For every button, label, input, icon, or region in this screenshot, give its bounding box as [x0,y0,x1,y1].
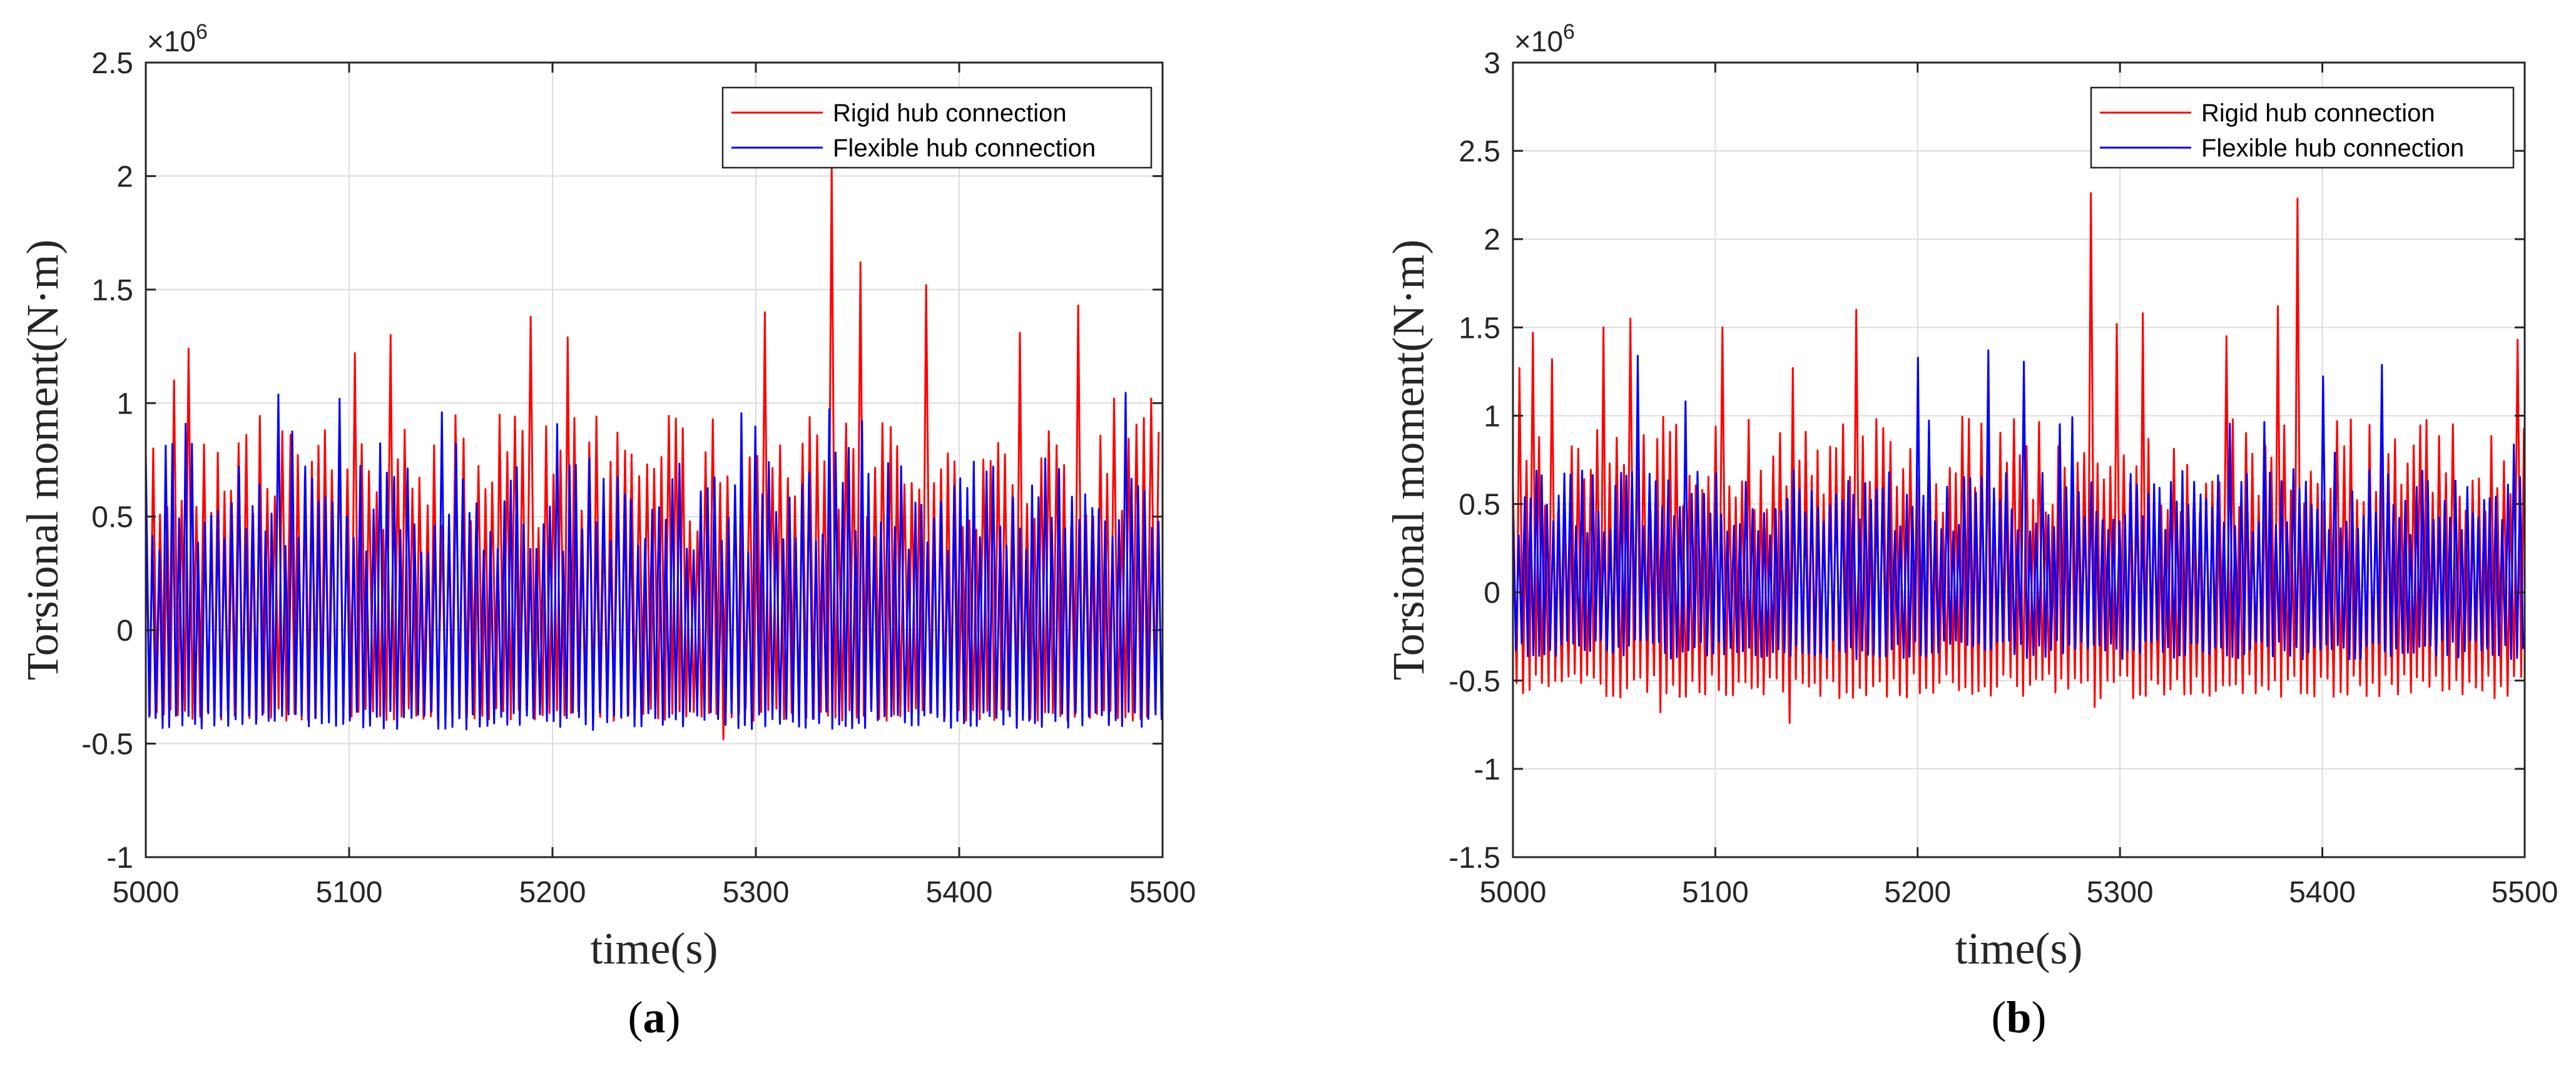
y-tick-label: -1 [1474,753,1500,786]
y-tick-label: 0.5 [1459,489,1500,522]
panel-label-b: (b) [1991,992,2046,1042]
x-tick-label: 5400 [2289,876,2356,909]
y-tick-label: 1 [1484,400,1500,433]
x-tick-label: 5100 [1682,876,1749,909]
y-axis-label-b: Torsional moment(N·m) [1383,240,1433,681]
chart-panel-a: 5000 5100 5200 5300 5400 5500 -1 -0.5 0 0.5 1 1.5 2… [18,20,1196,1042]
y-tick-label: 0 [116,614,133,648]
series-line-flexible [145,392,1163,731]
legend-b: Rigid hub connection Flexible hub connec… [2090,86,2515,169]
x-tick-label: 5500 [2492,876,2558,909]
y-axis-label-a: Torsional moment(N·m) [18,240,68,681]
x-tick-label: 5500 [1129,876,1196,909]
y-tick-label: 2.5 [91,47,133,80]
y-tick-label: 1 [116,387,133,420]
ticks-a [145,61,1164,858]
y-exponent-b: ×106 [1514,20,1575,58]
legend-entry-rigid-b: Rigid hub connection [2201,99,2435,127]
y-tick-label: 0.5 [91,501,133,534]
x-tick-label: 5100 [316,876,383,909]
series-line-flexible [1512,349,2524,661]
y-tick-label: 2.5 [1459,135,1500,168]
y-tick-labels-a: -1 -0.5 0 0.5 1 1.5 2 2.5 [81,47,133,875]
x-tick-label: 5000 [1480,876,1547,909]
plot-frame-a [145,61,1164,858]
y-tick-label: -0.5 [1448,665,1500,698]
series-line-rigid [1512,192,2525,724]
chart-panel-b: 5000 5100 5200 5300 5400 5500 -1.5 -1 -0.5 0 0.5 1… [1383,20,2558,1042]
x-tick-label: 5300 [2087,876,2154,909]
x-tick-label: 5000 [113,876,180,909]
y-tick-label: 0 [1484,577,1500,610]
x-axis-label-b: time(s) [1955,923,2083,974]
y-exponent-a: ×106 [147,20,208,58]
y-tick-label: 2 [1484,223,1500,257]
y-tick-label: 2 [116,160,133,193]
legend-box-a [721,86,1153,169]
y-tick-label: 1.5 [1459,312,1500,345]
y-tick-label: -0.5 [81,728,133,761]
legend-a: Rigid hub connection Flexible hub connec… [721,86,1153,169]
y-tick-label: 1.5 [91,274,133,307]
y-tick-labels-b: -1.5 -1 -0.5 0 0.5 1 1.5 2 2.5 3 [1448,47,1500,875]
x-tick-labels-a: 5000 5100 5200 5300 5400 5500 [113,876,1196,909]
x-tick-label: 5200 [519,876,586,909]
x-tick-label: 5200 [1884,876,1951,909]
y-tick-label: 3 [1484,47,1500,80]
series-lines-a [145,163,1163,740]
y-tick-label: -1 [106,842,133,875]
legend-entry-rigid-a: Rigid hub connection [833,99,1067,127]
x-tick-label: 5300 [723,876,790,909]
y-tick-label: -1.5 [1448,842,1500,875]
x-tick-label: 5400 [926,876,993,909]
legend-box-b [2090,86,2515,169]
plot-area-b [1513,63,2525,857]
x-axis-label-a: time(s) [591,923,718,974]
plot-area-a [146,63,1163,857]
ticks-b [1512,61,2526,858]
legend-entry-flexible-a: Flexible hub connection [833,135,1096,162]
panel-label-a: (a) [628,992,681,1042]
series-lines-b [1512,192,2525,724]
x-tick-labels-b: 5000 5100 5200 5300 5400 5500 [1480,876,2558,909]
legend-entry-flexible-b: Flexible hub connection [2201,135,2464,162]
plot-frame-b [1512,61,2526,858]
